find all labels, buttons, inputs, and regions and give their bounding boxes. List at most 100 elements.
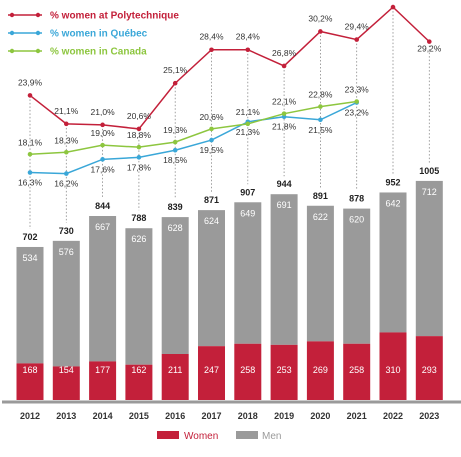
legend-marker-end-0 <box>35 12 41 18</box>
bar-men-2017 <box>198 210 225 347</box>
bar-total-label-2016: 839 <box>168 202 183 212</box>
x-tick-2013: 2013 <box>56 411 76 421</box>
point-2-2016 <box>172 139 178 145</box>
bar-legend: Women Men <box>157 431 281 442</box>
point-label-2-2017: 20,6% <box>199 112 224 122</box>
bar-women-label-2016: 211 <box>168 365 182 375</box>
point-label-1-2015: 17,8% <box>127 162 152 172</box>
bar-total-label-2012: 702 <box>22 232 37 242</box>
bar-women-label-2013: 154 <box>59 365 74 375</box>
point-label-1-2012: 16,3% <box>18 178 43 188</box>
x-tick-2021: 2021 <box>347 411 367 421</box>
point-label-2-2020: 22,8% <box>308 90 333 100</box>
bar-women-label-2015: 162 <box>131 365 146 375</box>
point-label-1-2021: 23,2% <box>345 108 370 118</box>
point-0-2014 <box>100 122 105 128</box>
bar-women-label-2014: 177 <box>95 365 110 375</box>
bar-women-label-2021: 258 <box>349 365 364 375</box>
bar-women-2017 <box>198 346 225 400</box>
legend-marker-end-2 <box>35 48 41 54</box>
bar-men-label-2013: 576 <box>59 247 74 257</box>
legend-label-2: % women in Canada <box>50 47 147 58</box>
legend-marker-start-0 <box>9 12 15 18</box>
bar-total-label-2022: 952 <box>385 177 400 187</box>
bar-total-label-2021: 878 <box>349 194 364 204</box>
legend-marker-start-2 <box>9 48 15 54</box>
bar-men-label-2019: 691 <box>277 200 292 210</box>
point-label-0-2023: 29,2% <box>417 44 442 54</box>
point-label-0-2021: 29,4% <box>345 22 370 32</box>
point-label-0-2013: 21,1% <box>54 106 79 116</box>
line-1 <box>29 101 358 175</box>
point-1-2015 <box>136 155 142 160</box>
point-label-1-2016: 18,5% <box>163 155 188 165</box>
line-0 <box>29 6 430 130</box>
bar-women-label-2012: 168 <box>22 365 37 375</box>
dotted-guides <box>29 11 430 229</box>
point-0-2012 <box>27 93 33 98</box>
bar-men-2021 <box>343 208 371 344</box>
percentage-lines: 23,9% 21,1% 21,0% 20,6% 25,1% 28,4% 28,4% 26,8%… <box>18 4 442 189</box>
legend-swatch-0 <box>157 431 179 439</box>
bar-men-2012 <box>16 246 44 364</box>
bar-total-label-2019: 944 <box>277 179 292 189</box>
x-tick-2019: 2019 <box>274 411 294 421</box>
point-2-2018 <box>245 121 251 127</box>
bar-men-2013 <box>52 240 80 367</box>
x-tick-2020: 2020 <box>310 411 330 421</box>
point-label-1-2020: 21,5% <box>308 125 333 135</box>
bar-men-label-2021: 620 <box>349 215 364 225</box>
bar-total-label-2013: 730 <box>59 226 74 236</box>
bar-total-label-2020: 891 <box>313 191 328 201</box>
bar-men-label-2018: 649 <box>240 208 255 218</box>
point-label-1-2013: 16,2% <box>54 179 79 189</box>
bar-men-label-2012: 534 <box>22 253 37 263</box>
point-1-2016 <box>172 147 178 153</box>
point-2-2020 <box>318 104 323 109</box>
x-tick-2023: 2023 <box>419 411 439 421</box>
point-label-1-2019: 21,8% <box>272 122 297 132</box>
point-0-2021 <box>354 37 360 42</box>
point-label-2-2014: 19,0% <box>91 128 116 138</box>
bar-total-label-2017: 871 <box>204 195 219 205</box>
bar-women-label-2018: 258 <box>240 365 255 375</box>
bar-women-2021 <box>343 343 371 400</box>
point-label-2-2013: 18,3% <box>54 135 79 145</box>
bar-men-label-2015: 626 <box>131 234 146 244</box>
bar-total-label-2023: 1005 <box>419 166 439 176</box>
point-label-0-2014: 21,0% <box>91 107 116 117</box>
x-tick-2012: 2012 <box>20 411 40 421</box>
bar-men-2018 <box>234 202 262 344</box>
point-0-2020 <box>318 29 323 34</box>
point-2-2012 <box>27 151 33 157</box>
bar-men-label-2014: 667 <box>95 222 110 232</box>
bar-women-2018 <box>234 343 262 400</box>
bar-total-label-2018: 907 <box>240 187 255 197</box>
point-label-2-2016: 19,3% <box>163 125 188 135</box>
point-label-2-2012: 18,1% <box>18 137 43 147</box>
point-label-1-2014: 17,6% <box>91 164 116 174</box>
bar-women-2022 <box>379 332 407 400</box>
bar-men-2015 <box>125 228 153 365</box>
bar-men-label-2022: 642 <box>385 198 400 208</box>
bar-women-2014 <box>89 361 117 400</box>
legend-label-1: % women in Québec <box>50 29 148 40</box>
x-tick-2018: 2018 <box>238 411 258 421</box>
point-label-0-2020: 30,2% <box>308 13 333 23</box>
legend-marker-end-1 <box>35 30 41 36</box>
point-2-2014 <box>100 142 105 148</box>
point-1-2014 <box>100 157 105 162</box>
point-label-1-2018: 21,3% <box>236 127 261 137</box>
line-2 <box>29 100 357 156</box>
x-tick-2017: 2017 <box>201 411 221 421</box>
point-label-0-2017: 28,4% <box>199 32 224 42</box>
point-label-0-2015: 20,6% <box>127 111 152 121</box>
bar-women-2023 <box>415 336 443 400</box>
bar-women-2012 <box>16 363 44 400</box>
legend-bar-label-1: Men <box>262 431 281 442</box>
point-1-2020 <box>318 117 323 123</box>
point-label-0-2016: 25,1% <box>163 65 188 75</box>
point-0-2013 <box>64 121 69 127</box>
bar-men-2023 <box>415 180 443 337</box>
